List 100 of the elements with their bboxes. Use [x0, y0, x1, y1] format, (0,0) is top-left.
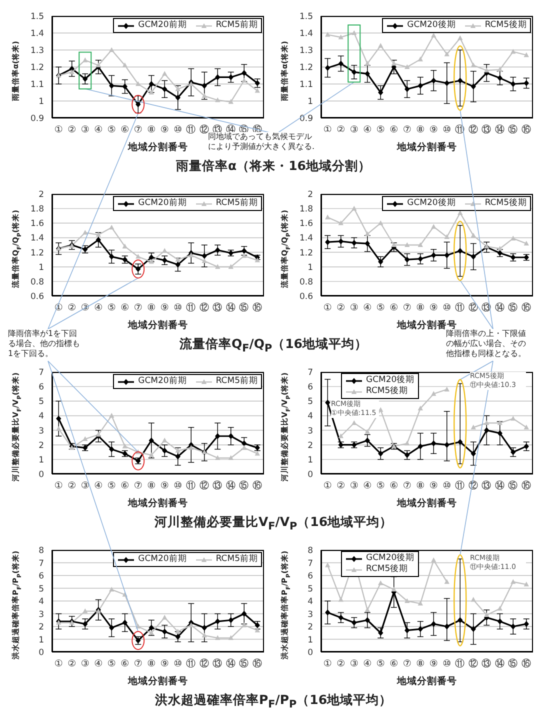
x-tick-label: ⑮	[239, 302, 250, 314]
x-tick-label: ⑩	[442, 480, 452, 492]
x-tick-label: ①	[323, 480, 332, 492]
y-tick-label: 6	[308, 572, 313, 582]
x-tick-label: ⑨	[429, 302, 438, 314]
point	[364, 70, 370, 77]
point	[82, 230, 88, 235]
x-tick-label: ①	[54, 480, 63, 492]
point	[510, 579, 516, 584]
point	[96, 232, 101, 237]
legend-label: GCM20前期	[137, 198, 187, 209]
point	[82, 620, 88, 627]
y-tick-label: 1	[38, 262, 44, 273]
y-tick-label: 1.2	[30, 248, 44, 258]
y-tick-label: 1.1	[30, 80, 44, 90]
point	[215, 618, 220, 624]
point	[444, 386, 450, 392]
x-tick-label: ⑩	[174, 658, 182, 670]
x-tick-label: ⑧	[416, 480, 425, 492]
point	[109, 254, 114, 260]
point	[458, 438, 463, 445]
point	[352, 206, 357, 211]
point	[82, 57, 88, 62]
y-tick-label: 3	[308, 610, 313, 620]
x-tick-label: ⑮	[508, 302, 518, 314]
x-tick-label: ②	[68, 658, 76, 670]
x-tick-label: ⑫	[468, 302, 478, 314]
point	[109, 624, 114, 631]
point	[109, 586, 114, 592]
x-tick-label: ⑤	[107, 124, 116, 136]
point	[148, 258, 154, 264]
legend-label: RCM5前期	[214, 20, 258, 31]
y-tick-label: 5	[308, 584, 313, 594]
point	[122, 444, 128, 448]
point	[510, 81, 516, 87]
point	[122, 62, 128, 68]
point	[175, 628, 180, 634]
point	[431, 391, 436, 396]
y-tick-label: 1.6	[30, 219, 44, 230]
x-tick-label: ⑬	[482, 658, 492, 670]
point	[404, 242, 410, 247]
x-tick-label: ⑤	[376, 658, 385, 670]
point	[418, 56, 423, 62]
x-tick-label: ②	[68, 302, 76, 314]
x-tick-label: ⑤	[107, 302, 116, 314]
x-tick-label: ⑤	[107, 658, 116, 670]
legend-label: RCM5後期	[365, 564, 410, 575]
y-tick-label: 1	[308, 97, 313, 108]
point	[524, 80, 529, 86]
point	[364, 617, 370, 624]
x-tick-label: ⑥	[390, 124, 398, 136]
point	[175, 256, 180, 262]
y-tick-label: 1.8	[299, 204, 313, 215]
y-tick-label: 5	[308, 397, 313, 408]
x-axis-title: 地域分割番号	[396, 497, 457, 509]
x-tick-label: ⑫	[468, 124, 478, 136]
y-tick-label: 4	[308, 597, 313, 608]
point	[444, 51, 450, 56]
y-tick-label: 0	[308, 470, 313, 480]
y-tick-label: 1.4	[30, 234, 44, 244]
x-tick-label: ⑪	[186, 124, 196, 136]
point	[352, 620, 357, 626]
y-tick-label: 6	[38, 382, 44, 393]
x-tick-label: ⑧	[416, 658, 425, 670]
point	[215, 264, 220, 269]
x-tick-label: ④	[363, 480, 372, 492]
point	[228, 635, 234, 640]
point	[228, 617, 234, 624]
point	[444, 579, 450, 584]
point	[202, 258, 207, 264]
point	[96, 236, 101, 243]
point	[325, 400, 330, 406]
legend-label: RCM5前期	[214, 376, 258, 387]
point	[378, 450, 384, 457]
point	[175, 448, 180, 453]
y-tick-label: 1.4	[299, 234, 313, 244]
y-tick-label: 1	[38, 455, 44, 466]
point	[325, 562, 330, 568]
point	[404, 256, 410, 263]
x-tick-label: ⑥	[120, 124, 130, 136]
point	[162, 86, 168, 92]
point	[242, 70, 247, 76]
legend-label: GCM20前期	[137, 20, 187, 31]
point	[162, 71, 168, 76]
x-tick-label: ⑧	[416, 302, 425, 314]
x-tick-label: ⑯	[521, 124, 532, 136]
y-tick-label: 1.5	[30, 12, 44, 22]
x-axis-title: 地域分割番号	[127, 141, 188, 153]
point	[418, 406, 423, 410]
y-tick-label: 1.2	[299, 248, 313, 258]
x-tick-label: ⑫	[468, 658, 478, 670]
x-tick-label: ③	[350, 124, 358, 136]
x-tick-label: ⑦	[134, 124, 142, 136]
point	[175, 94, 180, 101]
point	[136, 254, 141, 259]
x-tick-label: ⑦	[134, 480, 142, 492]
point	[109, 446, 114, 452]
x-tick-label: ⑥	[120, 302, 130, 314]
point	[325, 64, 330, 71]
point	[444, 442, 450, 448]
